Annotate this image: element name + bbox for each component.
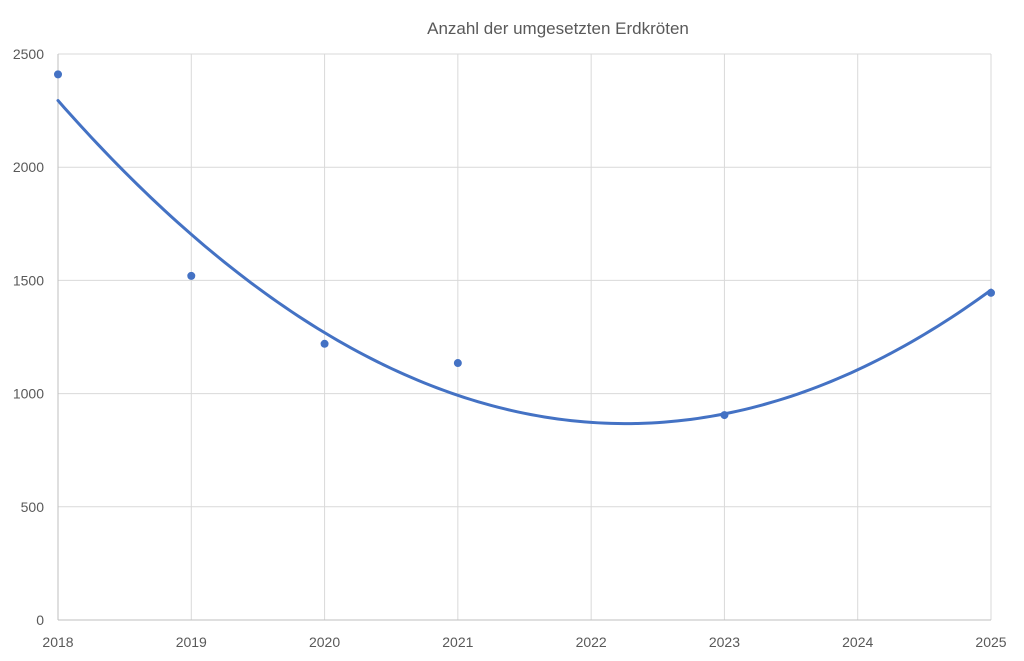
data-point (54, 70, 62, 79)
x-tick-label: 2021 (442, 634, 473, 650)
y-tick-label: 0 (36, 612, 44, 628)
grid (58, 53, 992, 620)
data-point (320, 339, 329, 348)
y-tick-label: 500 (21, 499, 45, 515)
x-tick-label: 2025 (975, 634, 1006, 650)
y-tick-label: 1500 (13, 272, 44, 288)
y-tick-label: 2000 (13, 159, 44, 175)
y-axis-tick-labels: 0 500 1000 1500 2000 2500 (13, 46, 44, 628)
y-tick-label: 1000 (13, 386, 44, 402)
x-tick-label: 2022 (576, 634, 607, 650)
data-point (453, 359, 462, 368)
x-tick-label: 2020 (309, 634, 340, 650)
x-axis-tick-labels: 2018 2019 2020 2021 2022 2023 2024 2025 (42, 634, 1006, 650)
trendline-layer (56, 99, 993, 426)
x-tick-label: 2023 (709, 634, 740, 650)
x-tick-label: 2019 (176, 634, 207, 650)
trendline (56, 99, 993, 426)
data-point (187, 271, 196, 280)
data-points (54, 70, 995, 420)
x-tick-label: 2024 (842, 634, 873, 650)
chart-title: Anzahl der umgesetzten Erdkröten (427, 19, 689, 38)
data-point (720, 411, 729, 420)
data-point (987, 288, 995, 297)
axes (57, 54, 991, 621)
x-tick-label: 2018 (42, 634, 73, 650)
y-tick-label: 2500 (13, 46, 44, 62)
